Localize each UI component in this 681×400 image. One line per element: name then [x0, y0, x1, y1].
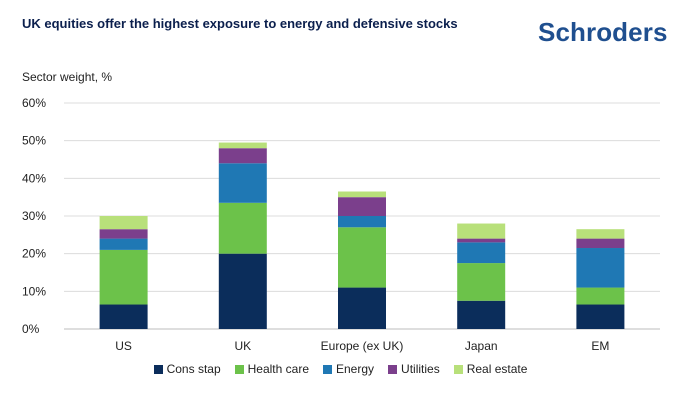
legend-swatch [453, 364, 463, 374]
legend-item: Real estate [453, 362, 528, 376]
schroders-logo: Schroders [538, 17, 668, 47]
bar-segment [576, 238, 625, 249]
legend-item: Energy [323, 362, 374, 376]
legend-label: Utilities [401, 362, 440, 376]
bar-segment [576, 229, 625, 239]
chart-legend: Cons stap Health care Energy Utilities Real … [0, 362, 681, 376]
legend-label: Energy [336, 362, 375, 376]
legend-item: Utilities [388, 362, 440, 376]
bar-segment [576, 304, 625, 329]
x-tick-label: US [115, 339, 132, 353]
bar-segment [218, 163, 267, 203]
x-tick-label: EM [591, 339, 609, 353]
bar-segment [457, 223, 506, 239]
legend-swatch [234, 364, 244, 374]
bar-segment [99, 216, 148, 230]
y-tick-label: 10% [22, 284, 46, 298]
bar-segment [338, 227, 386, 288]
bar-segment [218, 148, 267, 164]
y-tick-label: 60% [22, 96, 46, 110]
legend-label: Real estate [466, 362, 528, 376]
legend-label: Cons stap [166, 362, 221, 376]
bar-segment [218, 253, 267, 329]
bar-segment [457, 242, 506, 264]
x-tick-label: Europe (ex UK) [321, 339, 404, 353]
bar-segment [457, 263, 506, 301]
bar-segment [99, 238, 148, 250]
bar-segment [338, 216, 386, 228]
legend-label: Health care [247, 362, 309, 376]
bar-segment [576, 287, 625, 305]
legend-item: Cons stap [153, 362, 221, 376]
label-layer: 0% 10% 20% 30% 40% 50% 60% US UK Europe (ex UK) Ja… [22, 96, 609, 353]
bar-segment [99, 229, 148, 239]
y-tick-label: 50% [22, 134, 46, 148]
bar-segment [457, 238, 506, 243]
legend-swatch [388, 364, 398, 374]
bar-segment [99, 249, 148, 305]
bar-segment [338, 197, 386, 216]
y-tick-label: 0% [22, 322, 40, 336]
x-tick-label: UK [234, 339, 251, 353]
y-tick-label: 30% [22, 209, 46, 223]
bar-layer [99, 142, 625, 329]
legend-swatch [153, 364, 163, 374]
bar-segment [99, 304, 148, 329]
bar-segment [457, 300, 506, 329]
y-axis-label: Sector weight, % [22, 70, 113, 84]
y-tick-label: 40% [22, 171, 46, 185]
x-tick-label: Japan [465, 339, 498, 353]
bar-segment [218, 202, 267, 254]
legend-item: Health care [234, 362, 309, 376]
bar-segment [218, 142, 267, 149]
legend-swatch [323, 364, 332, 374]
chart-title: UK equities offer the highest exposure t… [22, 16, 458, 31]
y-tick-label: 20% [22, 247, 46, 261]
bar-segment [576, 248, 625, 288]
bar-segment [338, 287, 386, 329]
bar-segment [338, 191, 386, 198]
